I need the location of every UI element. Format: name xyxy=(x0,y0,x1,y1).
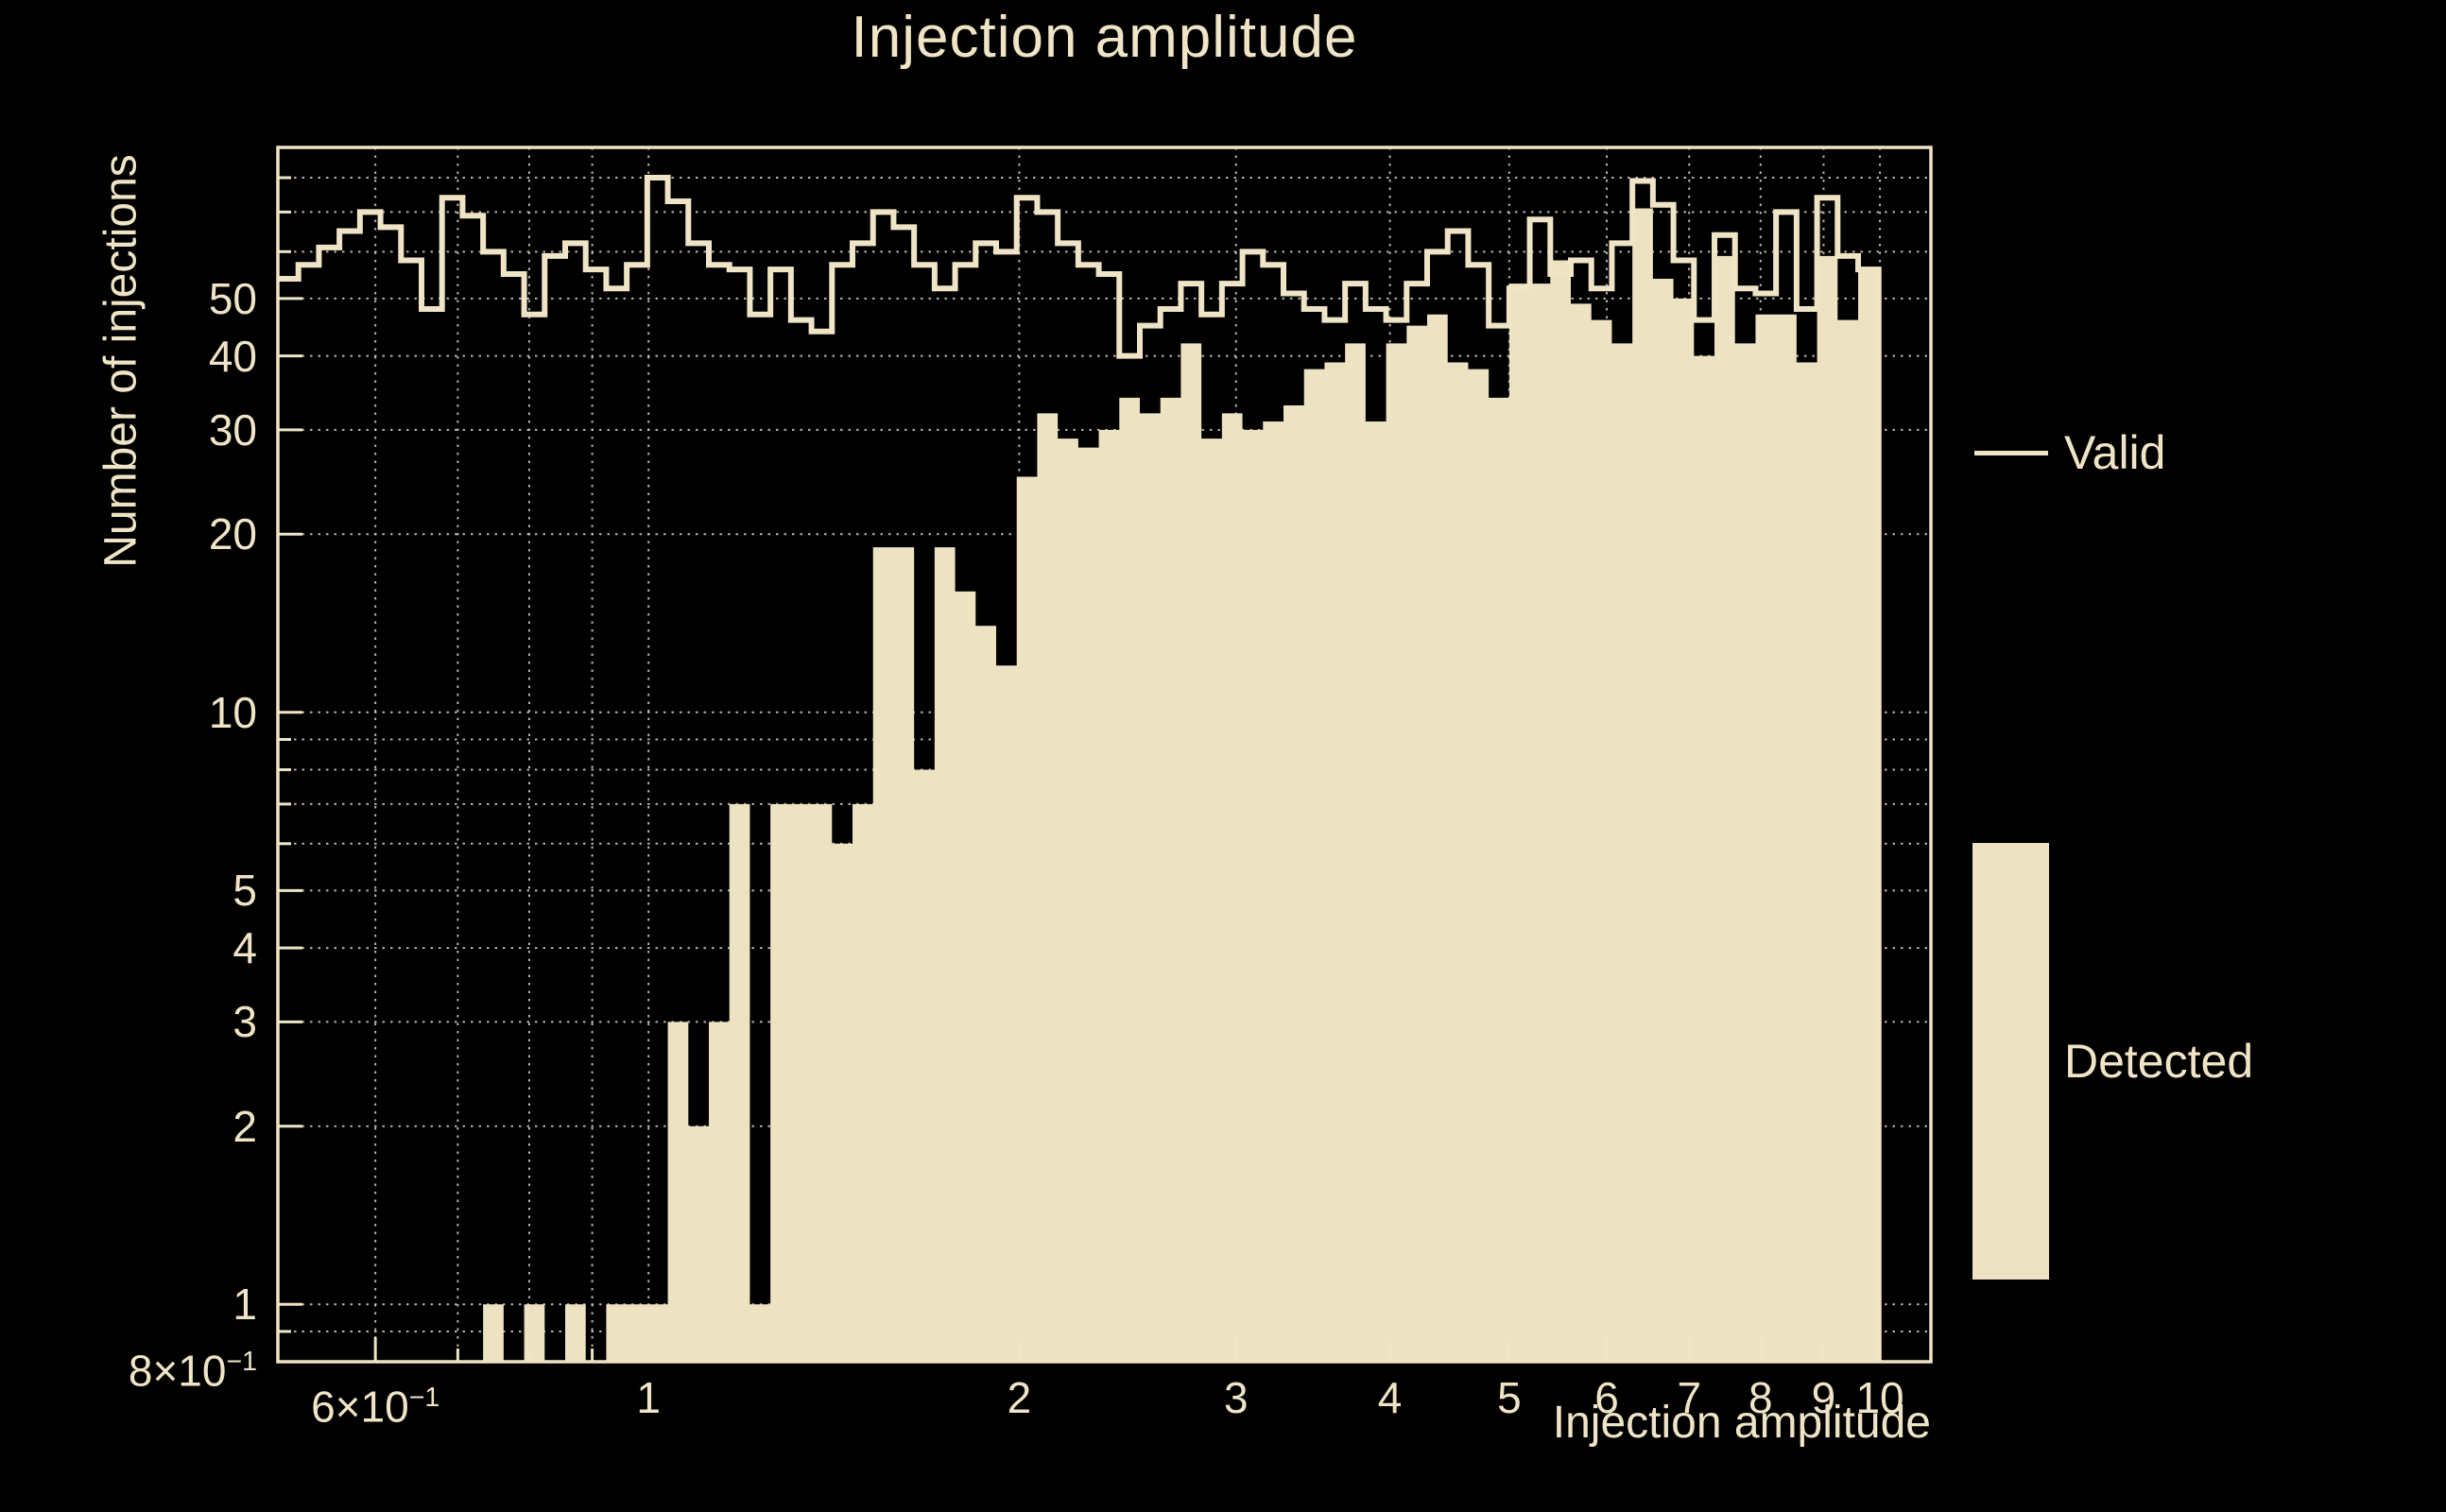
y-tick-label-30: 30 xyxy=(208,404,257,455)
x-tick-label-0.6: 6×10−1 xyxy=(311,1382,440,1432)
y-tick-label-40: 40 xyxy=(208,331,257,381)
x-tick-label-1: 1 xyxy=(636,1373,661,1422)
x-tick-label-2: 2 xyxy=(1007,1373,1032,1422)
chart-title: Injection amplitude xyxy=(851,5,1358,70)
y-tick-label-4: 4 xyxy=(233,923,257,973)
y-tick-label-20: 20 xyxy=(208,509,257,559)
detected-fill-swatch xyxy=(1972,843,2049,1280)
y-tick-label-50: 50 xyxy=(208,273,257,323)
x-tick-label-3: 3 xyxy=(1224,1373,1249,1422)
x-tick-label-9: 9 xyxy=(1811,1373,1836,1422)
legend-label-valid: Valid xyxy=(2064,426,2166,479)
y-tick-label-1: 1 xyxy=(233,1280,257,1330)
x-tick-label-6: 6 xyxy=(1594,1373,1619,1422)
y-tick-label-10: 10 xyxy=(208,687,257,737)
y-tick-label-5: 5 xyxy=(233,866,257,916)
valid-line-swatch xyxy=(1974,451,2048,455)
x-axis-title: Injection amplitude xyxy=(1552,1398,1931,1448)
y-tick-label-2: 2 xyxy=(233,1101,257,1151)
x-tick-label-4: 4 xyxy=(1377,1373,1403,1422)
legend-label-detected: Detected xyxy=(2064,1035,2254,1088)
y-tick-label-0.8: 8×10−1 xyxy=(128,1346,257,1396)
x-tick-label-10: 10 xyxy=(1855,1373,1904,1422)
x-tick-label-7: 7 xyxy=(1677,1373,1702,1422)
y-tick-label-3: 3 xyxy=(233,997,257,1047)
x-tick-label-5: 5 xyxy=(1497,1373,1522,1422)
x-tick-label-8: 8 xyxy=(1748,1373,1773,1422)
